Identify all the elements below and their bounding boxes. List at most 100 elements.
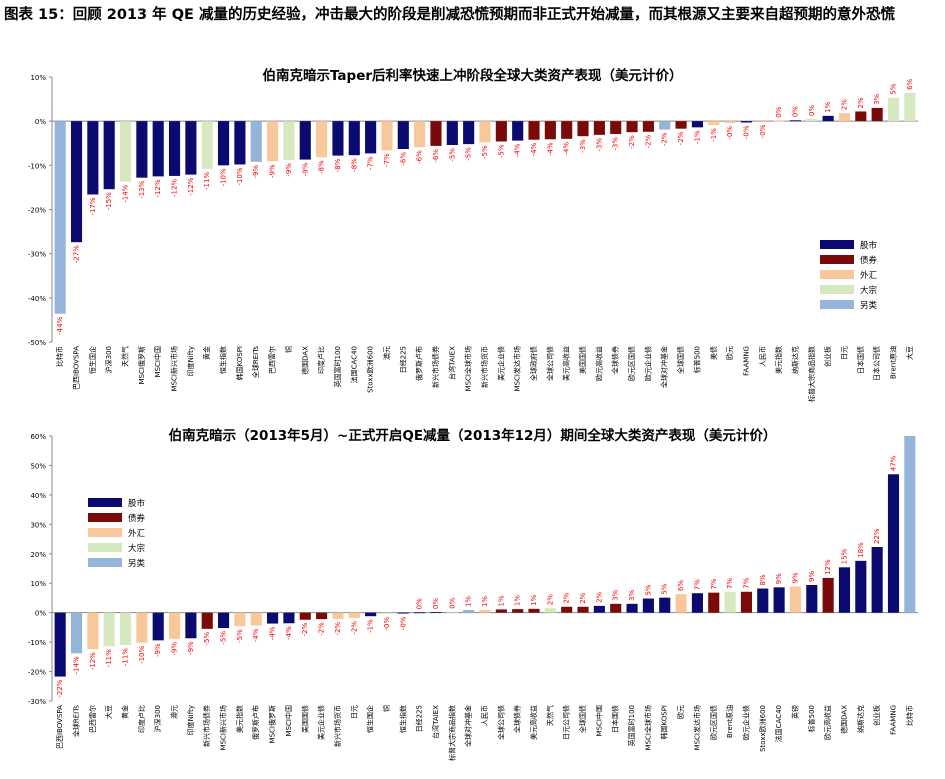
data-label: -11% (203, 172, 211, 190)
y-tick-label: -40% (28, 295, 46, 303)
bar (724, 592, 736, 613)
data-label: -14% (73, 656, 81, 674)
bar (855, 560, 867, 613)
data-label: -0% (383, 617, 391, 631)
data-label: -4% (252, 628, 260, 642)
category-label: 新兴市场债券 (202, 705, 211, 747)
bar (103, 121, 115, 190)
legend-label: 外汇 (128, 528, 146, 539)
data-label: -5% (481, 145, 489, 159)
category-label: MSCI中国 (284, 705, 293, 736)
category-label: 创业板 (823, 346, 832, 367)
category-label: 欧元 (725, 346, 734, 360)
category-label: 美元指数 (774, 346, 783, 374)
category-label: MSCI新兴市场 (219, 705, 228, 750)
bar (740, 591, 752, 613)
bar (70, 612, 83, 654)
chart-qe-taper-start: 伯南克暗示（2013年5月）~正式开启QE减量（2013年12月）期间全球大类资… (0, 420, 945, 779)
data-label: -3% (595, 138, 603, 152)
bar (87, 612, 99, 650)
data-label: -2% (644, 134, 652, 148)
data-label: -9% (301, 162, 309, 176)
data-label: -1% (710, 128, 718, 142)
category-label: 铜 (382, 705, 391, 712)
category-label: 新兴市场债券 (431, 346, 440, 388)
bar (610, 121, 622, 134)
data-label: -2% (318, 622, 326, 636)
data-label: -2% (628, 135, 636, 149)
bar (87, 121, 99, 195)
data-label: -0% (726, 126, 734, 140)
data-label: -12% (171, 179, 179, 197)
data-label: -7% (367, 156, 375, 170)
bar (593, 605, 605, 613)
bar (365, 612, 377, 617)
category-label: 欧元 (676, 705, 685, 719)
category-label: 巴西IBOVSPA (73, 346, 81, 390)
bar (381, 612, 393, 614)
bar (675, 594, 687, 613)
bar (773, 120, 785, 122)
bar (185, 612, 197, 639)
data-label: -10% (236, 167, 244, 185)
data-label: -6% (416, 150, 424, 164)
data-label: -5% (220, 631, 228, 645)
category-label: 日本公司债 (872, 346, 881, 381)
legend-swatch (88, 528, 122, 537)
bar (642, 121, 654, 132)
bar (577, 606, 589, 613)
data-label: 0% (432, 598, 440, 609)
category-label: MSCI全球市场 (464, 346, 473, 391)
bar (332, 612, 344, 619)
bar (659, 121, 671, 130)
category-label: 欧元区国债 (709, 705, 718, 740)
data-label: -9% (154, 643, 162, 657)
bar (397, 612, 409, 614)
bar (789, 586, 802, 613)
bar (887, 474, 900, 613)
category-label: MSCI中国 (153, 346, 162, 377)
data-label: -15% (105, 192, 113, 210)
bar (283, 121, 295, 161)
category-label: 巴西雷尔 (88, 705, 97, 733)
bar (822, 577, 834, 613)
data-label: -0% (742, 125, 750, 139)
bar (871, 547, 883, 613)
bar (316, 121, 328, 158)
data-label: 0% (791, 106, 799, 117)
bar (463, 121, 475, 145)
bar (119, 121, 132, 182)
data-label: 0% (448, 597, 456, 608)
bar (822, 115, 834, 122)
bar (119, 612, 132, 646)
bar (218, 612, 230, 628)
category-label: 日本国债 (611, 705, 620, 733)
category-label: 台湾TAIEX (431, 705, 440, 739)
bar (348, 121, 360, 156)
category-label: 天然气 (121, 346, 130, 367)
bar (544, 608, 556, 613)
data-label: -10% (220, 168, 228, 186)
data-label: -2% (677, 131, 685, 145)
category-label: 人民币 (759, 346, 767, 367)
category-label: 全球对冲基金 (660, 346, 669, 388)
bar (806, 584, 818, 613)
data-label: -11% (122, 648, 130, 666)
category-label: 德国DAX (300, 346, 309, 375)
bar (904, 92, 916, 122)
bar (626, 603, 638, 613)
data-label: 2% (546, 594, 554, 605)
data-label: 1% (465, 596, 473, 607)
bar (365, 121, 377, 154)
category-label: Brent原油 (888, 346, 897, 379)
bar (381, 121, 393, 151)
bar (855, 111, 867, 122)
bar (136, 612, 148, 643)
chart-canvas: 10% 0% -10% -20% -30% -40% -50% -44% 比特币 -27% 巴西IB… (28, 74, 918, 402)
data-label: 0% (416, 598, 424, 609)
data-label: -4% (285, 626, 293, 640)
data-label: -5% (448, 148, 456, 162)
data-label: -8% (350, 158, 358, 172)
category-label: Stoxx欧洲600 (758, 705, 767, 752)
